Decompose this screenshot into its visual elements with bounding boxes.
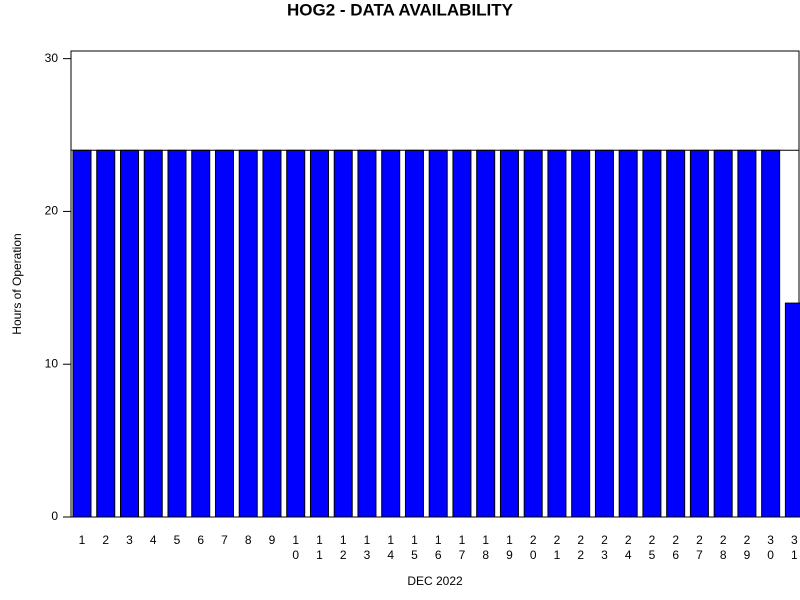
bar bbox=[666, 149, 686, 518]
x-tick-label: 2 bbox=[102, 533, 109, 547]
y-tick-label: 10 bbox=[45, 356, 59, 370]
bar bbox=[642, 149, 662, 518]
y-tick-label: 0 bbox=[51, 509, 58, 523]
bar bbox=[784, 302, 800, 518]
bar bbox=[286, 149, 306, 518]
bar bbox=[618, 149, 638, 518]
bar bbox=[167, 149, 187, 518]
y-axis-label: Hours of Operation bbox=[10, 233, 24, 334]
bar bbox=[452, 149, 472, 518]
bar bbox=[594, 149, 614, 518]
x-axis-label: DEC 2022 bbox=[407, 574, 463, 588]
x-tick-label: 3 bbox=[126, 533, 133, 547]
x-tick-label: 6 bbox=[197, 533, 204, 547]
bar bbox=[191, 149, 211, 518]
bar bbox=[476, 149, 496, 518]
bar bbox=[547, 149, 567, 518]
y-tick-label: 30 bbox=[45, 51, 59, 65]
bar bbox=[761, 149, 781, 518]
x-tick-label: 4 bbox=[150, 533, 157, 547]
bar bbox=[499, 149, 519, 518]
bar bbox=[309, 149, 329, 518]
x-tick-label: 1 bbox=[79, 533, 86, 547]
bar bbox=[404, 149, 424, 518]
chart-title: HOG2 - DATA AVAILABILITY bbox=[287, 0, 514, 19]
bar bbox=[523, 149, 543, 518]
bar bbox=[689, 149, 709, 518]
y-tick-label: 20 bbox=[45, 204, 59, 218]
x-tick-label: 9 bbox=[269, 533, 276, 547]
bar bbox=[143, 149, 163, 518]
bar bbox=[72, 149, 92, 518]
bar bbox=[119, 149, 139, 518]
bar bbox=[381, 149, 401, 518]
bar bbox=[214, 149, 234, 518]
bar bbox=[713, 149, 733, 518]
bar bbox=[262, 149, 282, 518]
bar bbox=[737, 149, 757, 518]
bar bbox=[357, 149, 377, 518]
bar bbox=[96, 149, 116, 518]
x-tick-label: 8 bbox=[245, 533, 252, 547]
bar bbox=[571, 149, 591, 518]
x-tick-label: 7 bbox=[221, 533, 228, 547]
x-tick-label: 5 bbox=[174, 533, 181, 547]
bar bbox=[238, 149, 258, 518]
bar bbox=[333, 149, 353, 518]
bar bbox=[428, 149, 448, 518]
